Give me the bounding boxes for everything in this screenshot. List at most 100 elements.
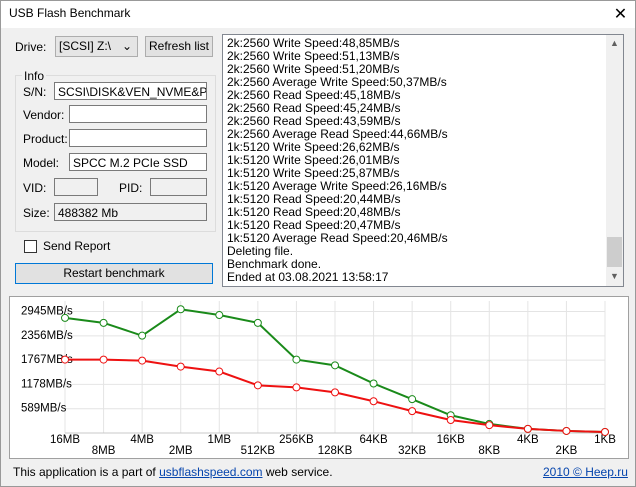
- data-point: [253, 318, 262, 327]
- log-line: Deleting file.: [227, 244, 294, 258]
- log-line: 2k:2560 Write Speed:51,13MB/s: [227, 49, 400, 63]
- data-point: [408, 407, 417, 416]
- scroll-down[interactable]: ▼: [610, 271, 619, 281]
- data-point: [176, 305, 185, 314]
- x-tick-label: 512KB: [241, 445, 276, 457]
- data-point: [369, 397, 378, 406]
- data-point: [253, 381, 262, 390]
- x-tick-label: 64KB: [360, 434, 388, 446]
- copyright-link[interactable]: 2010 © Heep.ru: [543, 465, 628, 479]
- drive-select[interactable]: [SCSI] Z:\ ⌄: [55, 36, 138, 57]
- log-line: 1k:5120 Read Speed:20,47MB/s: [227, 218, 401, 232]
- log-line: 1k:5120 Average Read Speed:20,46MB/s: [227, 231, 448, 245]
- footer-text: web service.: [265, 465, 333, 479]
- log-line: 2k:2560 Write Speed:48,85MB/s: [227, 36, 400, 50]
- window-title: USB Flash Benchmark: [9, 6, 131, 20]
- data-point: [138, 356, 147, 365]
- scroll-thumb[interactable]: [607, 237, 622, 267]
- field-label: PID:: [119, 181, 143, 195]
- log-line: 2k:2560 Read Speed:43,59MB/s: [227, 114, 401, 128]
- data-point: [215, 311, 224, 320]
- title-bar: USB Flash Benchmark ✕: [1, 1, 635, 28]
- scrollbar[interactable]: ▲ ▼: [606, 35, 623, 286]
- field-value: SPCC M.2 PCIe SSD: [73, 156, 188, 170]
- field-label: Size:: [23, 206, 50, 220]
- data-point: [99, 318, 108, 327]
- footer-link[interactable]: usbflashspeed.com: [159, 465, 263, 479]
- close-button[interactable]: ✕: [613, 6, 628, 23]
- x-tick-label: 8MB: [92, 445, 116, 457]
- drive-label: Drive:: [15, 40, 47, 54]
- x-tick-label: 1KB: [594, 434, 616, 446]
- data-point: [446, 416, 455, 425]
- field-box: [69, 105, 207, 123]
- field-label: Product:: [23, 132, 68, 146]
- x-tick-label: 2MB: [169, 445, 193, 457]
- chart-frame: [9, 296, 629, 459]
- x-tick-label: 8KB: [478, 445, 500, 457]
- data-point: [99, 355, 108, 364]
- footer-text: This application is a part of: [13, 465, 156, 479]
- x-tick-label: 4MB: [130, 434, 154, 446]
- y-tick-label: 2356MB/s: [21, 330, 73, 342]
- data-point: [601, 427, 609, 436]
- field-label: Model:: [23, 156, 60, 170]
- data-point: [292, 383, 301, 392]
- field-box: 488382 Mb: [54, 203, 207, 221]
- x-tick-label: 16MB: [50, 434, 80, 446]
- data-point: [331, 361, 339, 370]
- data-point: [61, 313, 69, 322]
- log-line: 2k:2560 Read Speed:45,24MB/s: [227, 101, 401, 115]
- data-point: [408, 395, 417, 404]
- field-value: SCSI\DISK&VEN_NVME&PRO: [58, 85, 207, 99]
- y-tick-label: 589MB/s: [21, 403, 67, 415]
- refresh-button[interactable]: Refresh list: [145, 36, 213, 57]
- send-report-label: Send Report: [43, 239, 111, 253]
- x-tick-label: 256KB: [279, 434, 314, 446]
- log-line: 1k:5120 Read Speed:20,48MB/s: [227, 205, 401, 219]
- field-value: 488382 Mb: [58, 206, 119, 220]
- x-tick-label: 128KB: [318, 445, 353, 457]
- field-box: [54, 178, 98, 196]
- x-tick-label: 4KB: [517, 434, 539, 446]
- log-line: 2k:2560 Write Speed:51,20MB/s: [227, 62, 400, 76]
- log-line: 1k:5120 Average Write Speed:26,16MB/s: [227, 179, 447, 193]
- log-line: 2k:2560 Average Write Speed:50,37MB/s: [227, 75, 447, 89]
- data-point: [369, 379, 378, 388]
- info-group: [15, 75, 216, 232]
- data-point: [485, 421, 494, 430]
- data-point: [61, 355, 69, 364]
- data-point: [523, 424, 532, 433]
- restart-button[interactable]: Restart benchmark: [15, 263, 213, 284]
- field-label: Vendor:: [23, 108, 65, 122]
- y-tick-label: 1178MB/s: [21, 378, 72, 390]
- log-line: 2k:2560 Average Read Speed:44,66MB/s: [227, 127, 448, 141]
- x-tick-label: 1MB: [207, 434, 231, 446]
- chart: 589MB/s 1178MB/s 1767MB/s 2356MB/s 2945MB/s 1…: [9, 296, 629, 459]
- x-tick-label: 16KB: [437, 434, 465, 446]
- footer-left: This application is a part of usbflashsp…: [13, 465, 333, 479]
- y-tick-label: 2945MB/s: [21, 306, 73, 318]
- scroll-up[interactable]: ▲: [610, 38, 619, 48]
- field-box: [150, 178, 207, 196]
- log-line: 1k:5120 Write Speed:26,62MB/s: [227, 140, 400, 154]
- x-tick-label: 32KB: [398, 445, 426, 457]
- log-line: Benchmark done.: [227, 257, 322, 271]
- drive-value: [SCSI] Z:\: [59, 39, 112, 53]
- data-point: [215, 367, 224, 376]
- data-point: [292, 355, 301, 364]
- y-tick-label: 1767MB/s: [21, 354, 73, 366]
- log-line: 1k:5120 Read Speed:20,44MB/s: [227, 192, 401, 206]
- field-box: SPCC M.2 PCIe SSD: [69, 153, 207, 171]
- field-label: S/N:: [23, 85, 47, 99]
- log-line: 1k:5120 Write Speed:26,01MB/s: [227, 153, 400, 167]
- log-box: 2k:2560 Write Speed:48,85MB/s 2k:2560 Wri…: [222, 34, 624, 287]
- data-point: [562, 426, 571, 435]
- x-tick-label: 2KB: [556, 445, 578, 457]
- field-box: [69, 129, 207, 147]
- checkbox[interactable]: [24, 240, 37, 253]
- log-line: Ended at 03.08.2021 13:58:17: [227, 270, 389, 284]
- dropdown-arrow: ⌄: [121, 39, 132, 53]
- data-point: [331, 388, 339, 397]
